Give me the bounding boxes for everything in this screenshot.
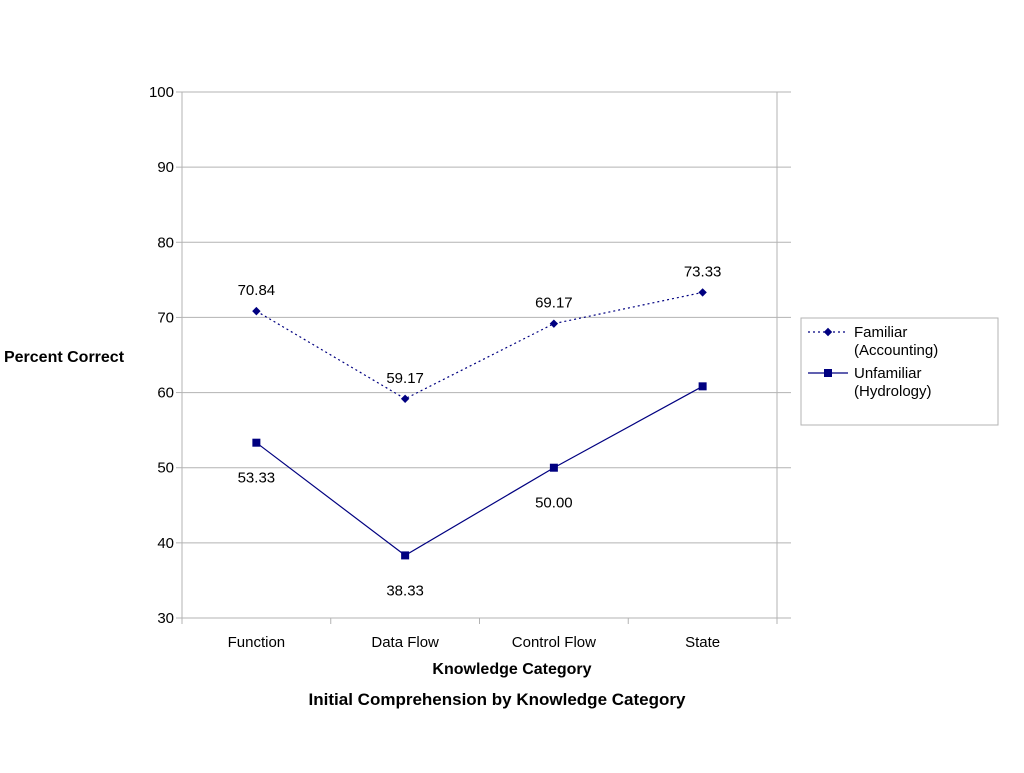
legend-label: Familiar	[854, 324, 907, 341]
x-tick-label: State	[685, 634, 720, 651]
axes: 30 40 50 60 70 80 90 100 Function Data Flow Contro…	[149, 84, 791, 651]
y-tick-label: 90	[157, 159, 174, 176]
legend-box	[800, 317, 999, 426]
data-label: 50.00	[535, 495, 573, 512]
data-label: 59.17	[386, 370, 424, 387]
data-point-square	[401, 551, 410, 560]
series-lines	[252, 288, 707, 560]
x-tick-label: Function	[228, 634, 286, 651]
data-point-square	[252, 438, 261, 447]
legend-marker-diamond	[823, 327, 833, 337]
data-point-diamond	[549, 319, 559, 328]
data-point-diamond	[698, 288, 707, 297]
chart-title: Initial Comprehension by Knowledge Categ…	[309, 690, 686, 709]
series-line-1	[256, 291, 703, 400]
y-tick-label: 70	[157, 309, 174, 326]
y-tick-label: 40	[157, 535, 174, 552]
y-tick-label: 60	[157, 385, 174, 402]
data-point-diamond	[252, 306, 261, 316]
legend: Familiar(Accounting) Unfamiliar(Hydrology…	[800, 317, 999, 426]
y-tick-label: 50	[157, 460, 174, 477]
data-label: 53.33	[238, 470, 276, 487]
legend-label: (Hydrology)	[854, 383, 932, 400]
x-tick-label: Data Flow	[371, 634, 439, 651]
data-point-square	[549, 463, 558, 472]
data-point-square	[698, 382, 707, 391]
legend-label: Unfamiliar	[854, 365, 922, 382]
data-label: 73.33	[684, 263, 722, 280]
y-axis-title: Percent Correct	[4, 349, 125, 366]
series-line-2	[256, 385, 703, 557]
data-label: 70.84	[238, 282, 276, 299]
data-label: 69.17	[535, 295, 573, 312]
y-tick-label: 100	[149, 84, 174, 101]
data-point-diamond	[400, 394, 410, 404]
gridlines	[182, 91, 791, 619]
y-tick-label: 30	[157, 610, 174, 627]
x-axis-title: Knowledge Category	[432, 661, 591, 678]
data-labels: 70.84 59.17 69.17 73.33 53.33 38.33 50.00	[238, 263, 722, 599]
y-tick-label: 80	[157, 234, 174, 251]
legend-label: (Accounting)	[854, 342, 938, 359]
legend-marker-square	[824, 369, 832, 377]
x-tick-label: Control Flow	[512, 634, 596, 651]
data-label: 38.33	[386, 582, 424, 599]
